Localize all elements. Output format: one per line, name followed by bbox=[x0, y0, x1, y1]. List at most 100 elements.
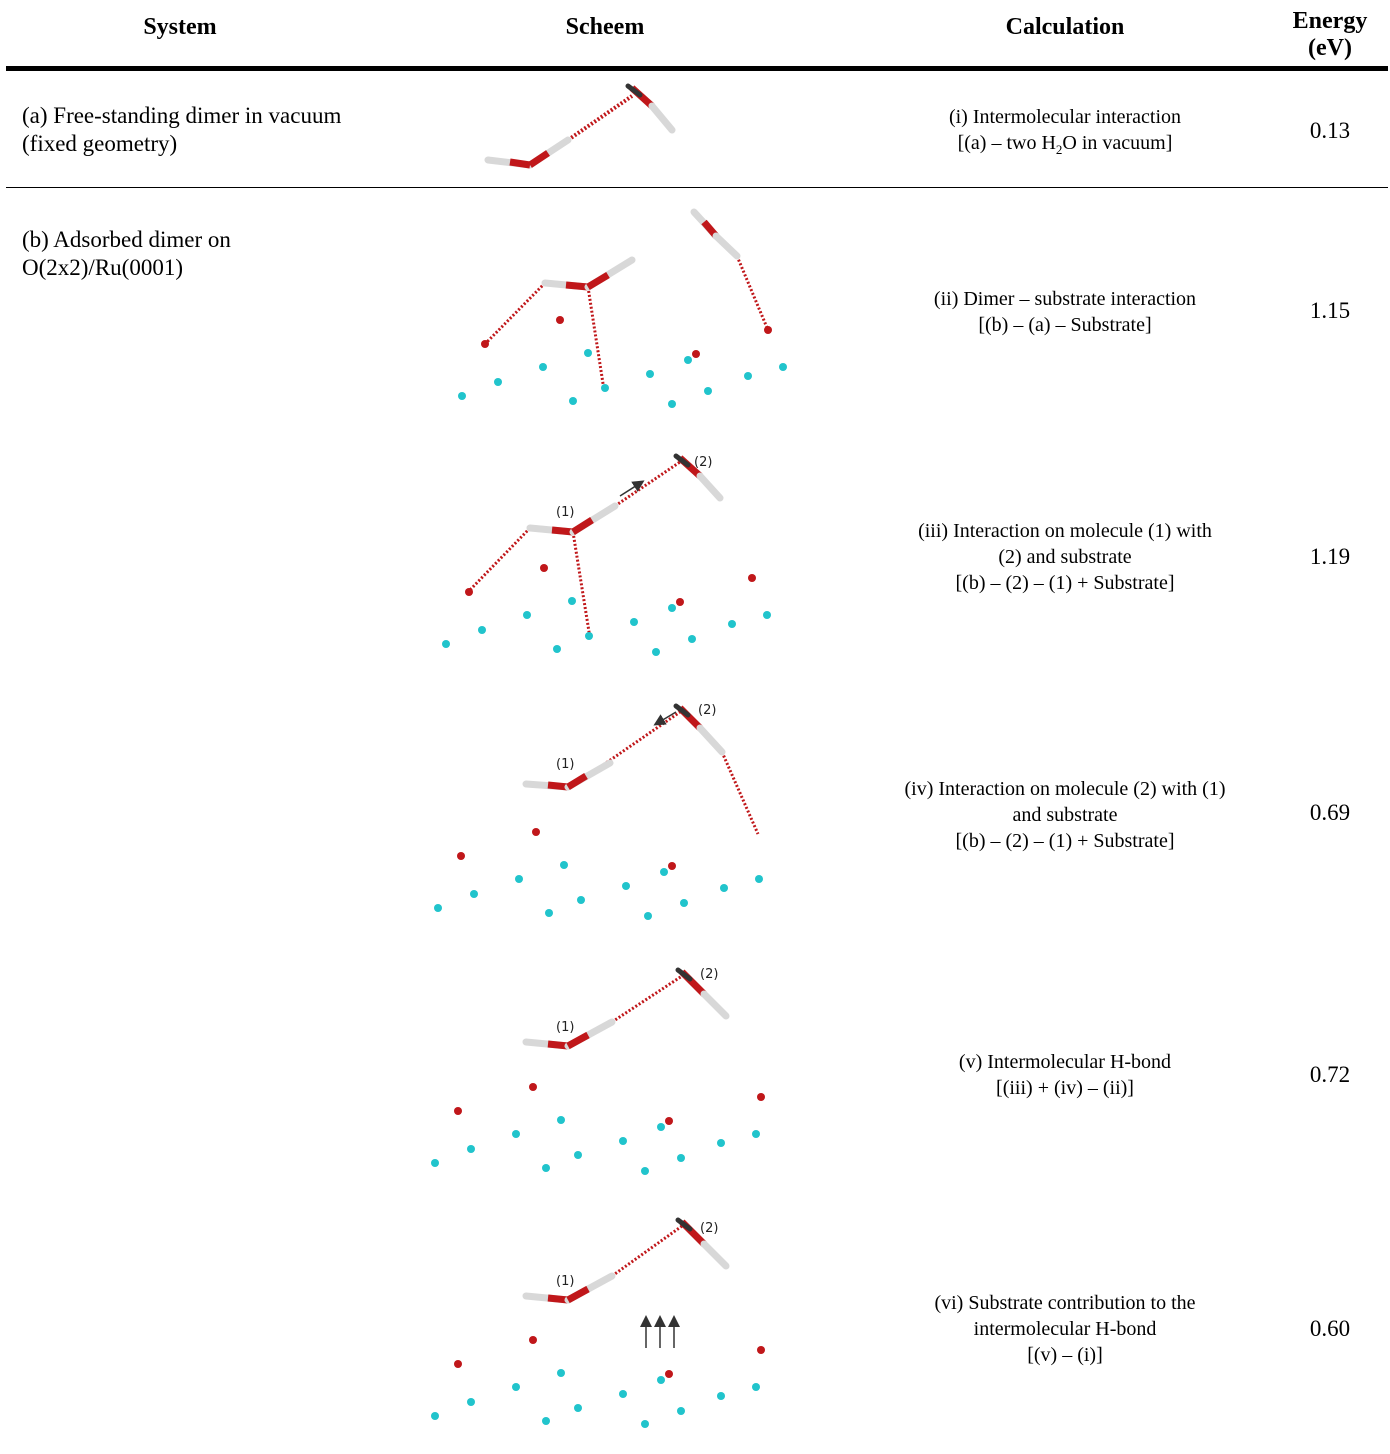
ruthenium-atom bbox=[568, 597, 576, 605]
header-calculation: Calculation bbox=[1005, 14, 1125, 40]
calc-iii-line2: (2) and substrate bbox=[998, 546, 1132, 568]
hbond-line bbox=[611, 1224, 683, 1278]
calc-vi-line2: intermolecular H-bond bbox=[973, 1318, 1157, 1340]
ruthenium-atom bbox=[553, 645, 561, 653]
ruthenium-atom bbox=[763, 611, 771, 619]
calc-iv-line1: (iv) Interaction on molecule (2) with (1… bbox=[904, 778, 1226, 800]
ruthenium-atom bbox=[779, 363, 787, 371]
force-arrow bbox=[619, 480, 645, 497]
calc-i-sub: 2 bbox=[1055, 142, 1063, 157]
calc-v: (v) Intermolecular H-bond [(iii) + (iv) … bbox=[840, 1049, 1290, 1101]
ruthenium-atom bbox=[494, 378, 502, 386]
oh-bond bbox=[625, 83, 643, 98]
ruthenium-atom bbox=[619, 1390, 627, 1398]
ruthenium-atom bbox=[752, 1130, 760, 1138]
ruthenium-atom bbox=[585, 632, 593, 640]
hbond-line bbox=[566, 94, 634, 142]
scheme-ii bbox=[482, 208, 770, 391]
ruthenium-atom bbox=[574, 1151, 582, 1159]
ruthenium-atom bbox=[688, 635, 696, 643]
mol1-label: (1) bbox=[556, 1274, 574, 1289]
calc-vi-line3: [(v) – (i)] bbox=[1027, 1344, 1103, 1366]
calc-v-line2: [(iii) + (iv) – (ii)] bbox=[996, 1077, 1134, 1099]
calc-vi: (vi) Substrate contribution to the inter… bbox=[840, 1290, 1290, 1368]
oh-bond bbox=[673, 453, 691, 468]
calc-i-part2: O in vacuum] bbox=[1062, 132, 1173, 154]
surface-oxygen-atom bbox=[454, 1360, 462, 1368]
ruthenium-atom bbox=[668, 400, 676, 408]
ruthenium-atom bbox=[652, 648, 660, 656]
calc-ii-line2: [(b) – (a) – Substrate] bbox=[978, 314, 1152, 336]
ruthenium-atom bbox=[619, 1137, 627, 1145]
ruthenium-atom bbox=[717, 1139, 725, 1147]
calc-i-line1: (i) Intermolecular interaction bbox=[948, 106, 1182, 128]
hbond-line bbox=[466, 526, 532, 594]
ruthenium-atom bbox=[442, 640, 450, 648]
ruthenium-atom bbox=[644, 912, 652, 920]
scheme-iv: (1) (2) bbox=[522, 703, 760, 835]
surface-oxygen-atom bbox=[556, 316, 564, 324]
ruthenium-atom bbox=[657, 1376, 665, 1384]
ruthenium-atom bbox=[657, 1123, 665, 1131]
ruthenium-atom bbox=[684, 356, 692, 364]
oh-bond bbox=[673, 703, 691, 718]
energy-v: 0.72 bbox=[1309, 1062, 1351, 1087]
force-arrow bbox=[653, 711, 677, 726]
calc-iv: (iv) Interaction on molecule (2) with (1… bbox=[840, 776, 1290, 854]
calc-iv-line3: [(b) – (2) – (1) + Substrate] bbox=[955, 830, 1175, 852]
ruthenium-atom bbox=[434, 904, 442, 912]
energy-vi: 0.60 bbox=[1309, 1316, 1351, 1341]
mol2-label: (2) bbox=[700, 967, 718, 982]
ruthenium-atom bbox=[641, 1167, 649, 1175]
surface-oxygen-atom bbox=[764, 326, 772, 334]
system-b-line1: (b) Adsorbed dimer on bbox=[22, 227, 231, 252]
calc-v-line1: (v) Intermolecular H-bond bbox=[958, 1051, 1172, 1073]
ruthenium-atom bbox=[569, 397, 577, 405]
ruthenium-atom bbox=[755, 875, 763, 883]
calc-vi-line1: (vi) Substrate contribution to the bbox=[934, 1292, 1196, 1314]
mol2-label: (2) bbox=[700, 1221, 718, 1236]
oh-bond bbox=[571, 517, 594, 535]
scheme-vi: (1) (2) bbox=[522, 1217, 730, 1348]
ruthenium-atom bbox=[584, 349, 592, 357]
header-system: System bbox=[143, 14, 217, 40]
surface-oxygen-atom bbox=[481, 340, 489, 348]
oh-bond bbox=[566, 773, 588, 790]
surface-oxygen-atom bbox=[454, 1107, 462, 1115]
oh-bond bbox=[700, 990, 730, 1020]
ruthenium-atom bbox=[668, 604, 676, 612]
ruthenium-atom bbox=[557, 1116, 565, 1124]
hbond-line bbox=[611, 974, 683, 1024]
oh-bond bbox=[566, 1031, 590, 1050]
ruthenium-atom bbox=[641, 1420, 649, 1428]
surface-oxygen-atom bbox=[665, 1370, 673, 1378]
calc-i-part1: [(a) – two H bbox=[957, 132, 1056, 154]
oh-bond bbox=[675, 967, 693, 982]
ruthenium-atom bbox=[515, 875, 523, 883]
hbond-line bbox=[720, 751, 760, 835]
scheme-iii: (1) (2) bbox=[466, 453, 724, 639]
ruthenium-atom bbox=[680, 899, 688, 907]
system-a-line1: (a) Free-standing dimer in vacuum bbox=[22, 103, 342, 128]
header-energy-line1: Energy bbox=[1292, 8, 1368, 34]
mol1-label: (1) bbox=[556, 505, 574, 520]
mol1-label: (1) bbox=[556, 1020, 574, 1035]
ruthenium-atom bbox=[545, 909, 553, 917]
oh-bond bbox=[696, 724, 726, 756]
hbond-line bbox=[614, 460, 681, 508]
calc-iii-line1: (iii) Interaction on molecule (1) with bbox=[918, 520, 1212, 542]
ruthenium-atom bbox=[744, 372, 752, 380]
surface-oxygen-atom bbox=[665, 1117, 673, 1125]
ruthenium-atom bbox=[630, 618, 638, 626]
calc-i-line2: [(a) – two H2O in vacuum] bbox=[840, 130, 1290, 163]
ruthenium-atom bbox=[478, 626, 486, 634]
ruthenium-atom bbox=[458, 392, 466, 400]
ruthenium-atom bbox=[574, 1404, 582, 1412]
hbond-line bbox=[571, 531, 592, 639]
energy-ii: 1.15 bbox=[1309, 298, 1351, 323]
calc-iii: (iii) Interaction on molecule (1) with (… bbox=[840, 518, 1290, 596]
header-energy-line2: (eV) bbox=[1308, 35, 1352, 61]
ruthenium-atom bbox=[512, 1383, 520, 1391]
calc-iii-line3: [(b) – (2) – (1) + Substrate] bbox=[955, 572, 1175, 594]
ruthenium-atom bbox=[646, 370, 654, 378]
